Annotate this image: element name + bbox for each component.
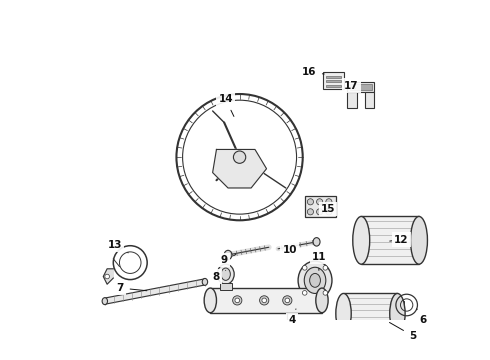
Bar <box>340 359 354 360</box>
Circle shape <box>235 298 240 303</box>
Text: 13: 13 <box>108 240 128 253</box>
Circle shape <box>283 296 292 305</box>
Text: 15: 15 <box>321 204 335 214</box>
Text: 16: 16 <box>302 67 324 77</box>
Text: 14: 14 <box>219 94 234 116</box>
Ellipse shape <box>310 274 320 287</box>
Circle shape <box>307 199 314 205</box>
Bar <box>326 80 341 82</box>
Circle shape <box>105 274 109 279</box>
Text: 12: 12 <box>390 235 409 244</box>
Bar <box>323 72 344 89</box>
Circle shape <box>317 209 323 215</box>
Circle shape <box>323 266 328 270</box>
Circle shape <box>317 199 323 205</box>
Text: 6: 6 <box>416 309 426 325</box>
Circle shape <box>323 291 328 295</box>
Text: 7: 7 <box>117 283 147 293</box>
Circle shape <box>326 209 332 215</box>
Bar <box>305 195 336 217</box>
Bar <box>396 301 404 316</box>
Ellipse shape <box>313 238 320 246</box>
Bar <box>220 283 232 289</box>
Text: 1: 1 <box>0 359 1 360</box>
Ellipse shape <box>204 288 217 313</box>
Circle shape <box>285 298 290 303</box>
Ellipse shape <box>316 288 328 313</box>
Bar <box>326 85 341 87</box>
Circle shape <box>233 296 242 305</box>
Circle shape <box>302 266 307 270</box>
Ellipse shape <box>224 250 232 260</box>
Bar <box>350 84 372 90</box>
Text: 4: 4 <box>288 309 296 325</box>
Circle shape <box>152 356 186 360</box>
Bar <box>326 76 341 78</box>
Ellipse shape <box>411 216 427 264</box>
Bar <box>343 293 397 333</box>
Text: 11: 11 <box>312 252 326 270</box>
Ellipse shape <box>221 268 230 280</box>
Ellipse shape <box>304 267 326 293</box>
Ellipse shape <box>336 293 351 333</box>
Text: 10: 10 <box>282 244 297 255</box>
Ellipse shape <box>340 359 354 360</box>
Text: 5: 5 <box>390 323 416 341</box>
Polygon shape <box>103 269 113 284</box>
Circle shape <box>326 199 332 205</box>
Polygon shape <box>105 279 205 304</box>
Bar <box>210 288 322 313</box>
Circle shape <box>262 298 267 303</box>
Text: 17: 17 <box>344 81 359 91</box>
Text: 2: 2 <box>0 359 1 360</box>
Text: 3: 3 <box>0 359 1 360</box>
Bar <box>347 93 357 108</box>
Circle shape <box>302 291 307 295</box>
Circle shape <box>307 209 314 215</box>
Text: 8: 8 <box>213 270 226 282</box>
Bar <box>361 216 419 264</box>
Bar <box>365 93 374 108</box>
Ellipse shape <box>202 278 208 285</box>
Ellipse shape <box>217 264 234 284</box>
Bar <box>347 82 374 93</box>
Polygon shape <box>213 149 267 188</box>
Circle shape <box>260 296 269 305</box>
Bar <box>276 324 299 330</box>
Ellipse shape <box>102 298 107 305</box>
Ellipse shape <box>298 261 332 300</box>
Ellipse shape <box>390 293 405 333</box>
Text: 9: 9 <box>220 255 236 265</box>
Ellipse shape <box>353 216 370 264</box>
Circle shape <box>233 151 246 163</box>
